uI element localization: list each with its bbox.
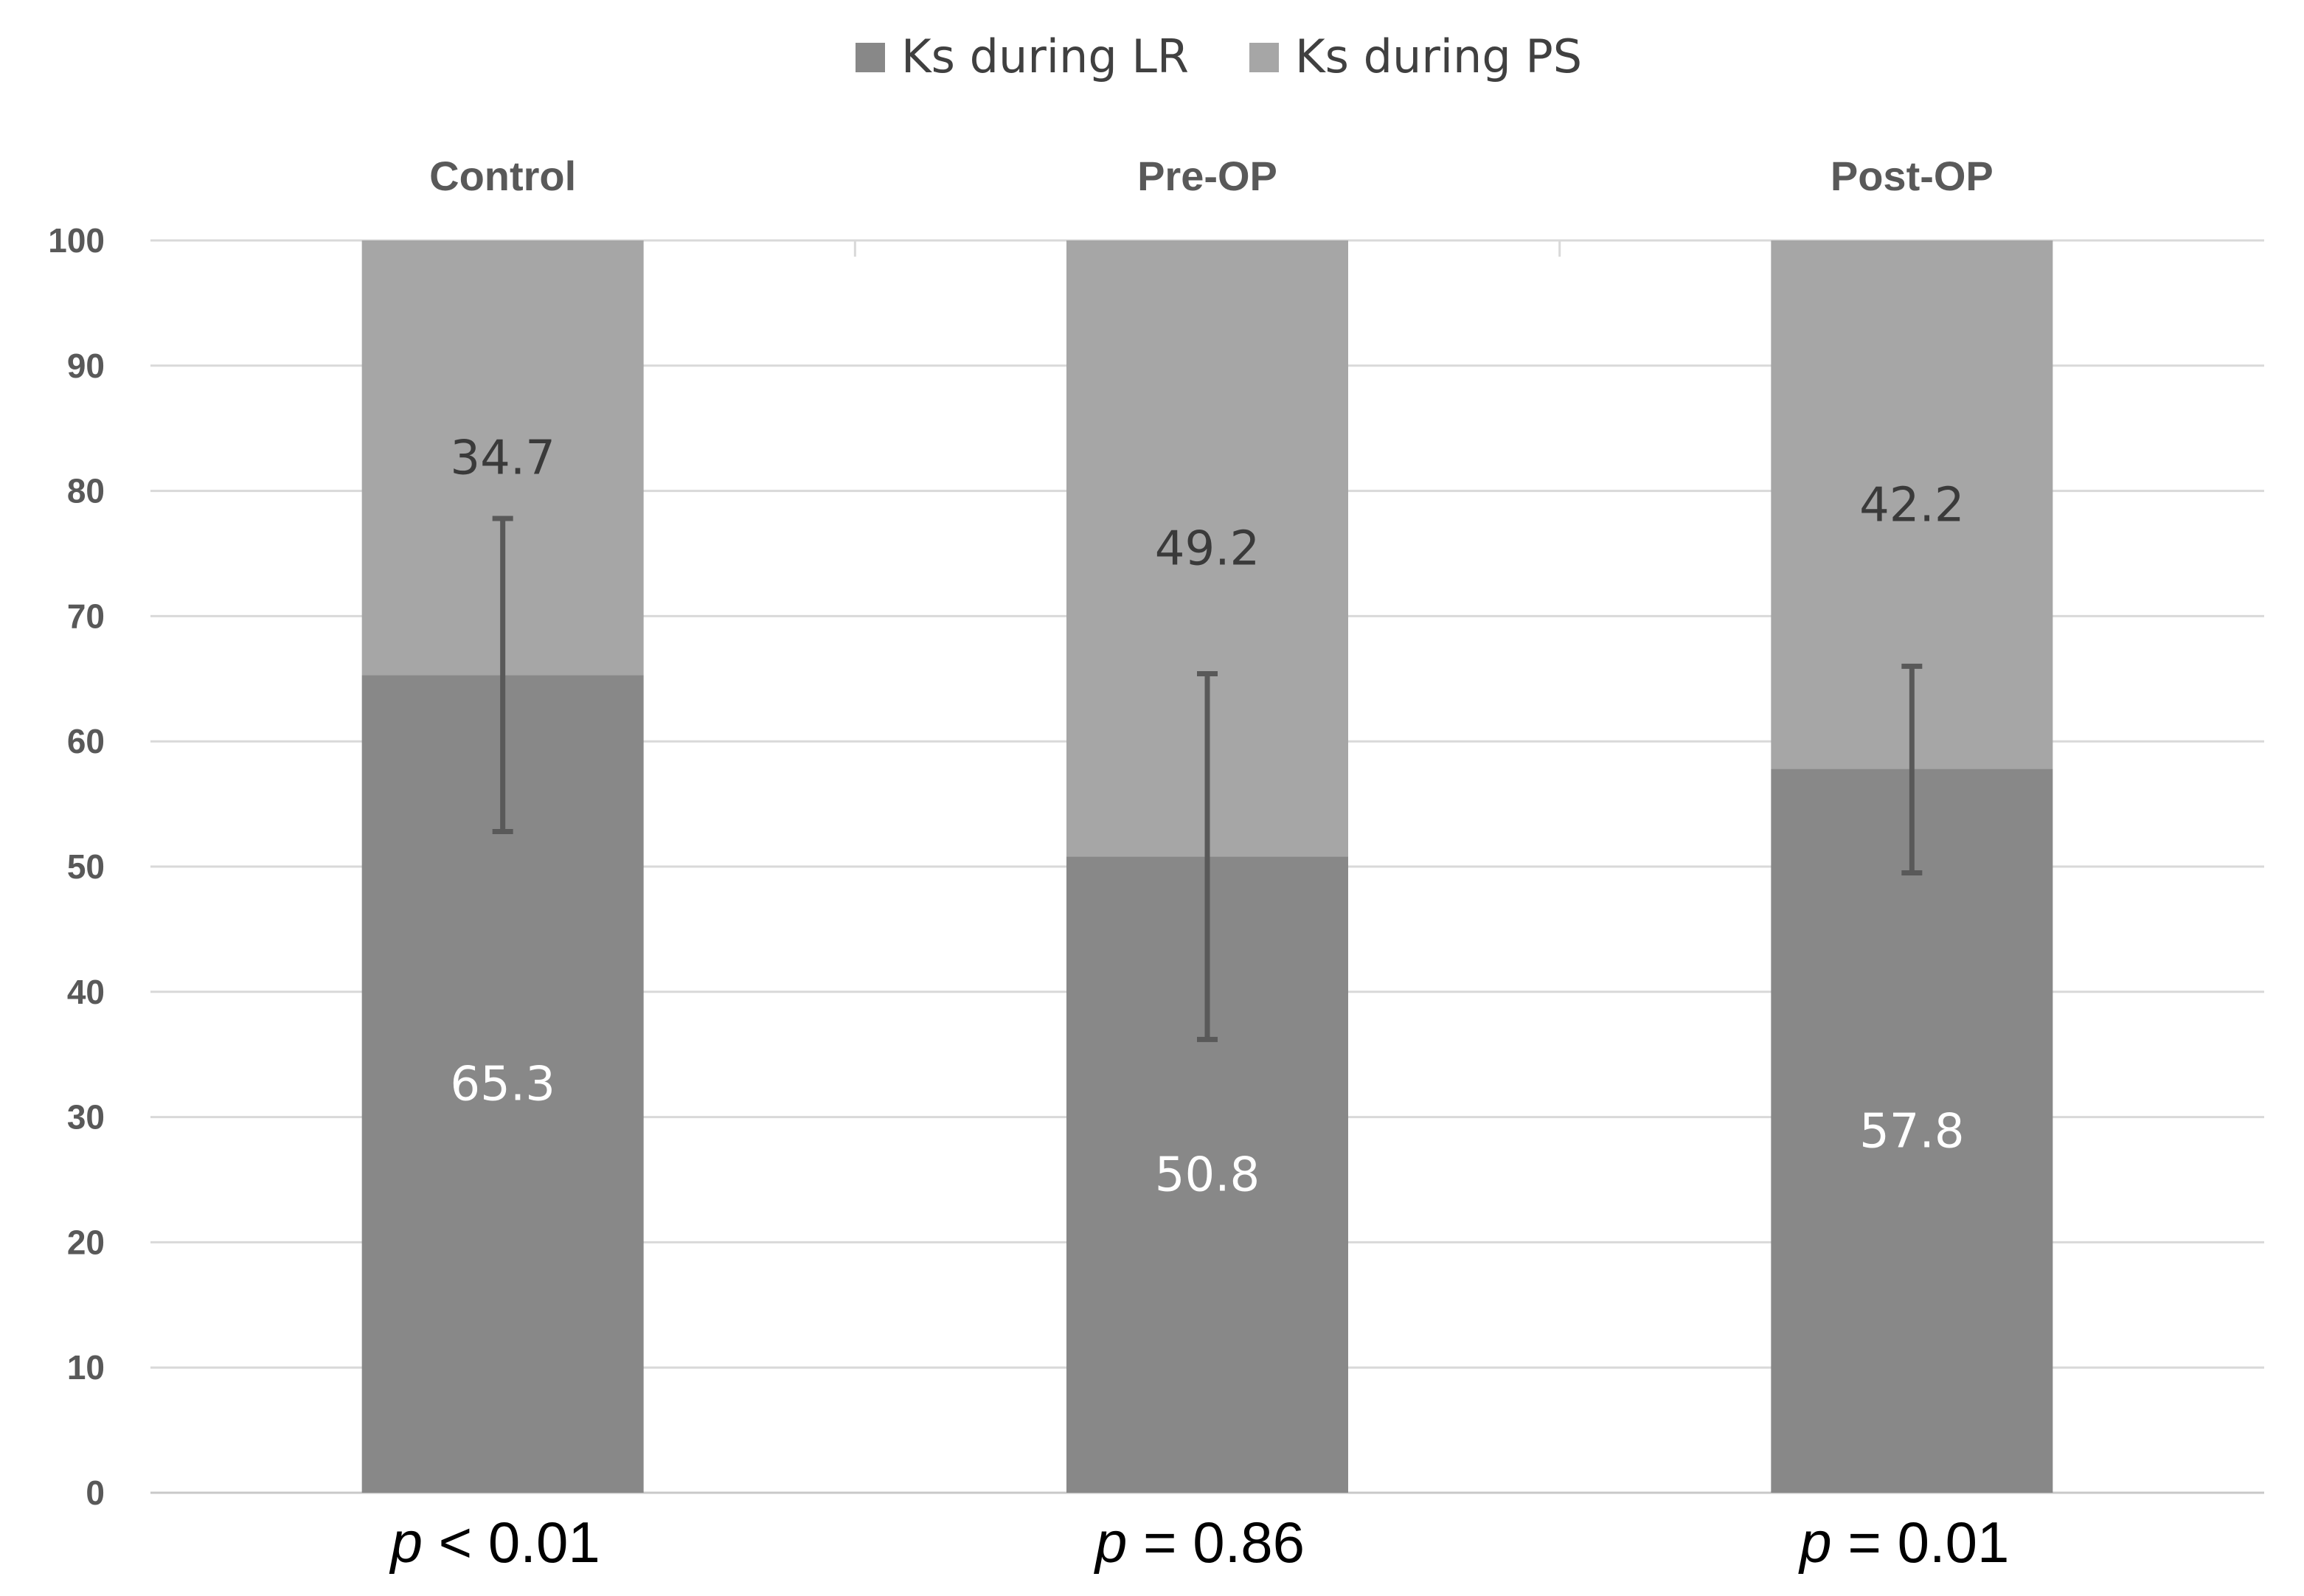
p-value-text: = 0.01 <box>1832 1510 2010 1575</box>
y-tick-label: 0 <box>86 1474 105 1512</box>
y-tick-label: 90 <box>67 347 105 385</box>
legend-label-lr: Ks during LR <box>901 30 1189 83</box>
p-value-label: p < 0.01 <box>389 1510 600 1575</box>
value-labels: 65.3 34.7 50.8 49.2 57.8 42.2 <box>450 431 1964 1203</box>
p-symbol: p <box>1094 1510 1127 1575</box>
y-tick-label: 80 <box>67 472 105 510</box>
y-tick-label: 60 <box>67 722 105 760</box>
panel-title: Control <box>429 153 576 199</box>
p-symbol: p <box>389 1510 423 1575</box>
bar-segment-lr <box>1771 768 2053 1493</box>
legend-swatch-ps <box>1249 43 1279 72</box>
y-tick-label: 10 <box>67 1348 105 1387</box>
data-label-ps: 49.2 <box>1155 522 1260 577</box>
data-label-lr: 65.3 <box>450 1058 555 1112</box>
y-axis: 0 10 20 30 40 50 60 70 80 90 100 <box>48 221 105 1512</box>
error-bars <box>492 516 1923 1042</box>
panel-title: Post-OP <box>1831 153 1994 199</box>
y-tick-label: 30 <box>67 1098 105 1137</box>
p-symbol: p <box>1798 1510 1831 1575</box>
y-tick-label: 50 <box>67 847 105 886</box>
data-label-ps: 42.2 <box>1859 478 1965 532</box>
y-tick-label: 40 <box>67 973 105 1011</box>
legend-swatch-lr <box>856 43 885 72</box>
p-value-text: = 0.86 <box>1127 1510 1305 1575</box>
panel-titles: Control Pre-OP Post-OP <box>429 153 1994 199</box>
data-label-lr: 50.8 <box>1155 1148 1260 1203</box>
y-tick-label: 20 <box>67 1223 105 1261</box>
data-label-ps: 34.7 <box>450 431 555 486</box>
p-values: p < 0.01 p = 0.86 p = 0.01 <box>389 1510 2010 1575</box>
panel-title: Pre-OP <box>1137 153 1277 199</box>
data-label-lr: 57.8 <box>1859 1104 1965 1159</box>
y-tick-label: 100 <box>48 221 105 260</box>
p-value-label: p = 0.86 <box>1094 1510 1305 1575</box>
bars <box>361 240 2053 1493</box>
y-tick-label: 70 <box>67 597 105 635</box>
p-value-text: < 0.01 <box>423 1510 600 1575</box>
legend: Ks during LR Ks during PS <box>856 30 1582 83</box>
p-value-label: p = 0.01 <box>1798 1510 2009 1575</box>
legend-label-ps: Ks during PS <box>1295 30 1582 83</box>
